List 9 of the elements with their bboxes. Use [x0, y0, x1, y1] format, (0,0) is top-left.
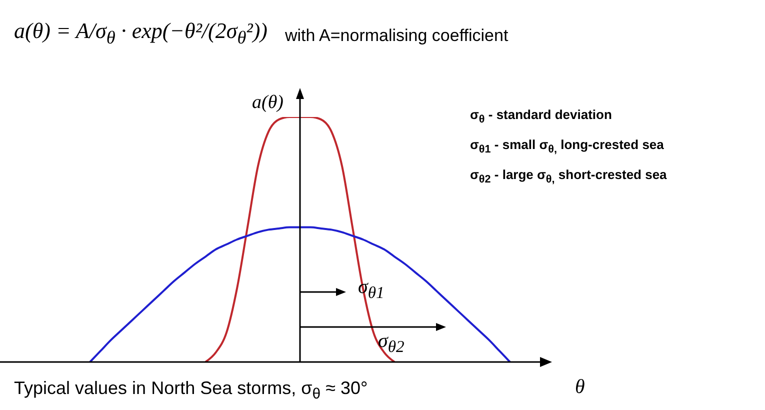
text: Typical values in North Sea storms, σ$_{θ}$ ≈ 30°: [14, 378, 368, 403]
annotation: σ$_{θ1}$ - small σ$_{θ,}$ long-crested sea: [470, 137, 664, 156]
annotation: σ$_{θ}$ - standard deviation: [470, 107, 612, 126]
x-axis-title: θ: [575, 376, 585, 399]
annotation: σ$_{θ2}$ - large σ$_{θ,}$ short-crested sea: [470, 167, 667, 186]
annotation: σ$_{θ2}$: [378, 330, 404, 357]
y-axis-title: a(θ): [252, 92, 284, 114]
chart-title: a(θ) = A/σ$_{θ}$ · exp(−θ²/(2σ$_{θ}$²)): [14, 18, 268, 48]
chart-subtitle: with A=normalising coefficient: [285, 26, 508, 46]
